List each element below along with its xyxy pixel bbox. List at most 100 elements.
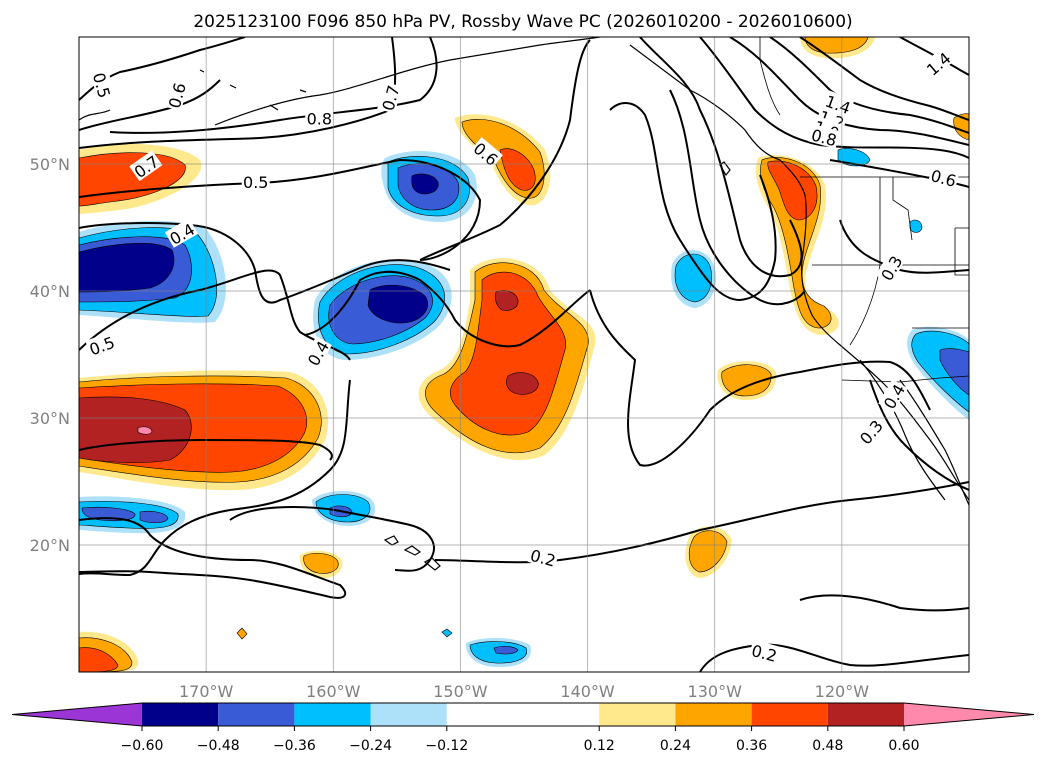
lat-tick-label: 40°N — [30, 282, 70, 301]
lat-tick-label: 30°N — [30, 409, 70, 428]
shade-negative-38n-155w-core — [367, 284, 429, 324]
shade-negative-49n-120w — [837, 148, 871, 167]
shade-positive-32n-128w-core — [721, 364, 772, 397]
contour-label-background — [927, 164, 960, 190]
contour-0p6-wave-ridge — [419, 39, 591, 261]
lat-tick-label: 50°N — [30, 155, 70, 174]
shade-negative-se-edge-core — [939, 348, 969, 396]
contour-0p2-se — [699, 643, 969, 672]
contour-0p3-wave-south — [79, 438, 333, 461]
coastline-west-coast — [779, 159, 969, 501]
contour-0p6-ridge — [639, 37, 803, 278]
colorbar-bin — [675, 703, 752, 726]
coastline-alaska-islands — [199, 69, 307, 111]
map-frame — [78, 36, 970, 673]
border-state-2 — [849, 177, 881, 346]
shade-negative-13n-148w-core — [493, 645, 519, 655]
colorbar-bin — [294, 703, 371, 726]
colorbar-tick-label: −0.36 — [273, 738, 316, 754]
latitude-tick-labels: 20°N 30°N 40°N 50°N — [30, 155, 70, 555]
shade-positive-29n-west-max — [137, 426, 153, 435]
contour-0p5-36n — [79, 269, 351, 361]
shade-negative-47n-157w-max — [411, 173, 439, 195]
colorbar-tick-label: 0.48 — [812, 738, 843, 754]
lon-tick-label: 140°W — [560, 682, 615, 701]
contour-1p4-coast — [799, 37, 969, 121]
contour-label-background — [163, 79, 189, 112]
contour-0p3-trough — [589, 289, 931, 467]
contour-label-background — [305, 108, 334, 127]
shade-negative-44n-113w — [909, 219, 923, 233]
contour-0p1-south — [799, 594, 969, 612]
shade-positive-13n-165w — [236, 627, 248, 640]
contour-0p8-coast — [699, 37, 969, 159]
contour-label-background — [241, 171, 270, 190]
shade-positive-ne-corner-core — [804, 37, 869, 54]
contour-0p5-48n — [79, 158, 482, 261]
contour-label-background — [85, 331, 118, 358]
colorbar-bin — [751, 703, 828, 726]
contour-label-background — [377, 81, 402, 114]
contour-0p3-east — [839, 219, 969, 274]
contour-label-background — [875, 251, 906, 285]
colorbar-bin — [446, 703, 600, 726]
shade-positive-51n-148w-core — [499, 148, 536, 191]
colorbar-extend-high — [904, 703, 1034, 726]
colorbar-bin — [599, 703, 676, 726]
shade-positive-20n-130w-core — [688, 530, 728, 573]
colorbar-bin — [827, 703, 904, 726]
contour-label-group: 0.5 — [241, 171, 270, 192]
pv-contours — [79, 37, 969, 672]
colorbar-tick-label: 0.60 — [888, 738, 919, 754]
contour-label: 0.8 — [307, 109, 332, 128]
colorbar-tick-label: −0.60 — [121, 738, 164, 754]
contour-label-group: 0.8 — [305, 108, 334, 128]
lon-tick-label: 130°W — [688, 682, 743, 701]
shade-positive-oregon-coast-core — [767, 160, 818, 221]
contour-label-background — [164, 218, 199, 248]
contour-0p4-east — [869, 379, 969, 491]
gridlines — [79, 37, 969, 672]
colorbar-extend-low — [12, 703, 142, 726]
contour-labels: 0.50.60.70.80.60.70.50.40.50.41.41.21.00… — [85, 47, 960, 666]
contour-label-background — [302, 336, 332, 370]
shade-negative-42n-west-core — [79, 242, 175, 293]
contour-label-background — [921, 47, 955, 79]
colorbar-bin — [142, 703, 219, 726]
coastline-mexico — [899, 379, 969, 506]
contour-label-background — [90, 69, 116, 101]
colorbar-bin — [370, 703, 447, 726]
colorbar-tick-label: −0.24 — [349, 738, 392, 754]
coastline-alaska — [79, 37, 601, 126]
colorbar-bin — [218, 703, 295, 726]
contour-0p4-42n — [79, 222, 451, 304]
shade-negative-13n-151w — [441, 628, 453, 638]
lon-tick-label: 150°W — [433, 682, 488, 701]
contour-1p2-coast — [769, 37, 969, 134]
figure-title: 2025123100 F096 850 hPa PV, Rossby Wave … — [193, 12, 852, 32]
coastline-alaska-panhandle — [629, 44, 781, 161]
border-state-5 — [892, 177, 913, 241]
contour-1p4-ne — [899, 37, 969, 76]
contour-label-background — [129, 150, 163, 182]
contour-label-background — [527, 544, 560, 570]
lat-tick-label: 20°N — [30, 536, 70, 555]
contour-label-background — [808, 124, 841, 149]
map-panel: 0.50.60.70.80.60.70.50.40.50.41.41.21.00… — [78, 36, 970, 673]
contour-wave-loop — [79, 379, 351, 577]
contour-0p2-hawaii — [229, 506, 435, 572]
colorbar-tick-label: 0.36 — [736, 738, 767, 754]
contour-label-background — [469, 137, 504, 169]
colorbar-tick-label: −0.12 — [425, 738, 468, 754]
coastline-hawaii-1 — [383, 535, 399, 546]
colorbar: −0.60 −0.48 −0.36 −0.24 −0.12 0.12 0.24 0.36 0.4… — [11, 702, 1035, 754]
contour-label-background — [878, 379, 908, 413]
contour-label-background — [748, 639, 781, 665]
colorbar-tick-label: 0.24 — [660, 738, 691, 754]
longitude-tick-labels: 170°W 160°W 150°W 140°W 130°W 120°W — [179, 682, 869, 701]
coastline-hawaii-2 — [403, 545, 422, 556]
contour-label: 0.5 — [243, 173, 268, 192]
lon-tick-label: 160°W — [306, 682, 361, 701]
colorbar-tick-label: −0.48 — [197, 738, 240, 754]
